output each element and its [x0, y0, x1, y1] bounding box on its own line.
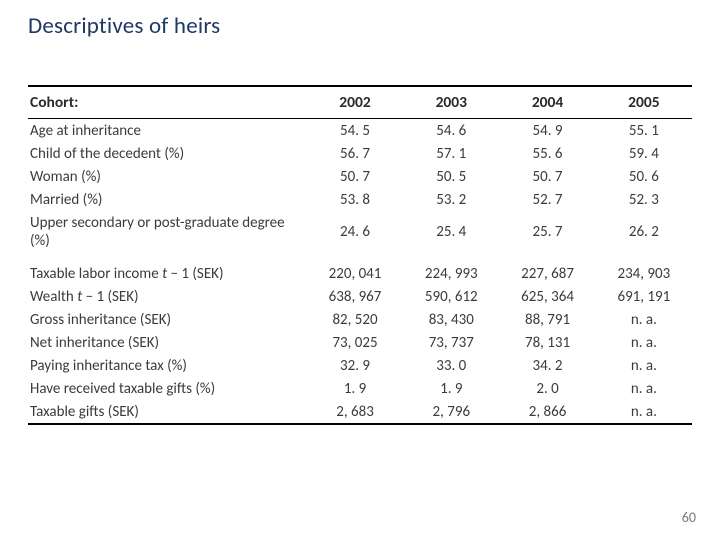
- cell-value: 691, 191: [596, 285, 692, 308]
- spacer-row: [28, 252, 692, 262]
- cell-value: 25. 7: [499, 211, 595, 252]
- table-row: Gross inheritance (SEK)82, 52083, 43088,…: [28, 308, 692, 331]
- cell-value: 1. 9: [307, 377, 403, 400]
- row-label: Have received taxable gifts (%): [28, 377, 307, 400]
- cell-value: n. a.: [596, 331, 692, 354]
- cell-value: 57. 1: [403, 142, 499, 165]
- cell-value: 53. 8: [307, 188, 403, 211]
- row-label: Wealth t − 1 (SEK): [28, 285, 307, 308]
- cell-value: 52. 7: [499, 188, 595, 211]
- cell-value: 73, 737: [403, 331, 499, 354]
- cell-value: 52. 3: [596, 188, 692, 211]
- table-row: Married (%)53. 853. 252. 752. 3: [28, 188, 692, 211]
- table-row: Have received taxable gifts (%)1. 91. 92…: [28, 377, 692, 400]
- row-label: Married (%): [28, 188, 307, 211]
- cell-value: 50. 6: [596, 165, 692, 188]
- cell-value: 78, 131: [499, 331, 595, 354]
- table-row: Paying inheritance tax (%)32. 933. 034. …: [28, 354, 692, 377]
- cell-value: 2, 683: [307, 400, 403, 424]
- header-year-2002: 2002: [307, 86, 403, 119]
- header-cohort-label: Cohort:: [28, 86, 307, 119]
- slide: Descriptives of heirs Cohort: 2002 2003 …: [0, 0, 720, 540]
- cell-value: 82, 520: [307, 308, 403, 331]
- table-row: Taxable gifts (SEK)2, 6832, 7962, 866n. …: [28, 400, 692, 424]
- cell-value: 34. 2: [499, 354, 595, 377]
- cell-value: 56. 7: [307, 142, 403, 165]
- header-year-2003: 2003: [403, 86, 499, 119]
- cell-value: 50. 5: [403, 165, 499, 188]
- cell-value: 1. 9: [403, 377, 499, 400]
- page-title: Descriptives of heirs: [28, 12, 692, 40]
- cell-value: 59. 4: [596, 142, 692, 165]
- row-label: Paying inheritance tax (%): [28, 354, 307, 377]
- row-label: Child of the decedent (%): [28, 142, 307, 165]
- cell-value: n. a.: [596, 400, 692, 424]
- header-year-2004: 2004: [499, 86, 595, 119]
- row-label: Gross inheritance (SEK): [28, 308, 307, 331]
- cell-value: 88, 791: [499, 308, 595, 331]
- cell-value: 55. 1: [596, 119, 692, 143]
- page-number: 60: [682, 509, 696, 526]
- cell-value: 625, 364: [499, 285, 595, 308]
- row-label: Age at inheritance: [28, 119, 307, 143]
- cell-value: 25. 4: [403, 211, 499, 252]
- cell-value: 227, 687: [499, 262, 595, 285]
- table-row: Age at inheritance54. 554. 654. 955. 1: [28, 119, 692, 143]
- header-year-2005: 2005: [596, 86, 692, 119]
- row-label: Net inheritance (SEK): [28, 331, 307, 354]
- cell-value: 50. 7: [307, 165, 403, 188]
- cell-value: 32. 9: [307, 354, 403, 377]
- cell-value: n. a.: [596, 354, 692, 377]
- cell-value: 2, 866: [499, 400, 595, 424]
- row-label: Taxable labor income t − 1 (SEK): [28, 262, 307, 285]
- table-row: Woman (%)50. 750. 550. 750. 6: [28, 165, 692, 188]
- cell-value: 638, 967: [307, 285, 403, 308]
- table-body: Age at inheritance54. 554. 654. 955. 1Ch…: [28, 119, 692, 425]
- cell-value: 54. 5: [307, 119, 403, 143]
- cell-value: 33. 0: [403, 354, 499, 377]
- cell-value: 2, 796: [403, 400, 499, 424]
- cell-value: 54. 6: [403, 119, 499, 143]
- cell-value: 53. 2: [403, 188, 499, 211]
- cell-value: 73, 025: [307, 331, 403, 354]
- table-row: Child of the decedent (%)56. 757. 155. 6…: [28, 142, 692, 165]
- row-label: Woman (%): [28, 165, 307, 188]
- cell-value: 234, 903: [596, 262, 692, 285]
- cell-value: 83, 430: [403, 308, 499, 331]
- descriptives-table: Cohort: 2002 2003 2004 2005 Age at inher…: [28, 85, 692, 425]
- cell-value: 54. 9: [499, 119, 595, 143]
- table-row: Net inheritance (SEK)73, 02573, 73778, 1…: [28, 331, 692, 354]
- cell-value: 590, 612: [403, 285, 499, 308]
- cell-value: 55. 6: [499, 142, 595, 165]
- cell-value: 224, 993: [403, 262, 499, 285]
- cell-value: 24. 6: [307, 211, 403, 252]
- table-row: Wealth t − 1 (SEK)638, 967590, 612625, 3…: [28, 285, 692, 308]
- table-row: Taxable labor income t − 1 (SEK)220, 041…: [28, 262, 692, 285]
- row-label: Taxable gifts (SEK): [28, 400, 307, 424]
- row-label: Upper secondary or post-graduate degree …: [28, 211, 307, 252]
- cell-value: n. a.: [596, 308, 692, 331]
- cell-value: 50. 7: [499, 165, 595, 188]
- cell-value: 220, 041: [307, 262, 403, 285]
- table-row: Upper secondary or post-graduate degree …: [28, 211, 692, 252]
- cell-value: n. a.: [596, 377, 692, 400]
- cell-value: 2. 0: [499, 377, 595, 400]
- table-header-row: Cohort: 2002 2003 2004 2005: [28, 86, 692, 119]
- cell-value: 26. 2: [596, 211, 692, 252]
